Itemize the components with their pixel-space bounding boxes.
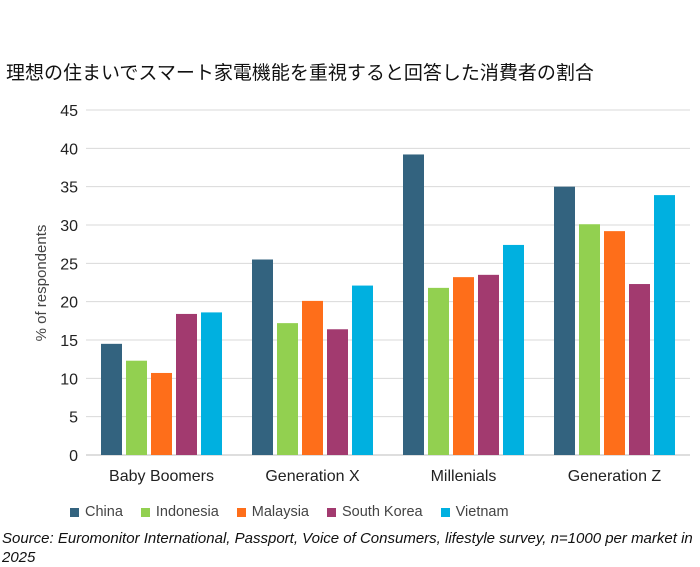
source-note: Source: Euromonitor International, Passp… <box>2 530 693 566</box>
bar-vietnam <box>503 244 524 455</box>
chart-title: 理想の住まいでスマート家電機能を重視すると回答した消費者の割合 <box>6 62 594 84</box>
legend-swatch <box>70 507 79 517</box>
legend-label: Vietnam <box>455 504 509 520</box>
y-axis-label: % of respondents <box>33 225 50 342</box>
x-category-label: Generation Z <box>568 468 662 485</box>
bar-china <box>554 186 575 455</box>
bar-south-korea <box>478 274 499 455</box>
legend-label: Malaysia <box>251 504 309 520</box>
y-tick-label: 5 <box>69 410 78 427</box>
y-tick-label: 40 <box>60 141 78 158</box>
bars <box>101 154 675 455</box>
bar-vietnam <box>352 285 373 455</box>
bar-malaysia <box>453 277 474 455</box>
y-tick-label: 30 <box>60 218 78 235</box>
y-tick-label: 45 <box>60 103 78 120</box>
y-tick-label: 20 <box>60 295 78 312</box>
bar-china <box>252 259 273 455</box>
y-tick-label: 25 <box>60 256 78 273</box>
legend-swatch <box>327 507 336 517</box>
bar-vietnam <box>654 195 675 455</box>
bar-china <box>403 154 424 455</box>
legend-item: Vietnam <box>440 504 509 520</box>
bar-south-korea <box>629 284 650 455</box>
x-axis-categories: Baby Boomers Generation X Millenials Genera… <box>109 468 661 485</box>
bar-indonesia <box>428 287 449 455</box>
y-axis-ticks: 0 5 10 15 20 25 30 35 40 45 <box>60 103 78 465</box>
legend-label: China <box>85 504 123 520</box>
y-tick-label: 35 <box>60 180 78 197</box>
x-category-label: Millenials <box>431 468 497 485</box>
legend-swatch <box>440 507 450 517</box>
bar-indonesia <box>277 323 298 455</box>
bar-indonesia <box>579 224 600 455</box>
legend-item: South Korea <box>327 504 423 520</box>
legend-item: Indonesia <box>140 504 219 520</box>
x-category-label: Baby Boomers <box>109 468 214 485</box>
bar-indonesia <box>126 360 147 455</box>
legend: China Indonesia Malaysia South Korea Vietnam <box>70 504 527 520</box>
bar-malaysia <box>302 300 323 455</box>
bar-vietnam <box>201 312 222 455</box>
bar-china <box>101 343 122 455</box>
x-category-label: Generation X <box>265 468 360 485</box>
bar-chart: 0 5 10 15 20 25 30 35 40 45 Baby Boomers Generatio… <box>33 103 690 485</box>
legend-swatch <box>140 507 150 517</box>
legend-item: China <box>70 504 123 520</box>
bar-malaysia <box>604 231 625 455</box>
y-tick-label: 10 <box>60 371 78 388</box>
bar-south-korea <box>327 329 348 455</box>
bar-malaysia <box>151 372 172 455</box>
legend-item: Malaysia <box>236 504 309 520</box>
bar-south-korea <box>176 313 197 455</box>
y-tick-label: 15 <box>60 333 78 350</box>
y-tick-label: 0 <box>69 448 78 465</box>
legend-label: Indonesia <box>155 504 219 520</box>
legend-label: South Korea <box>342 504 423 520</box>
legend-swatch <box>236 507 246 517</box>
